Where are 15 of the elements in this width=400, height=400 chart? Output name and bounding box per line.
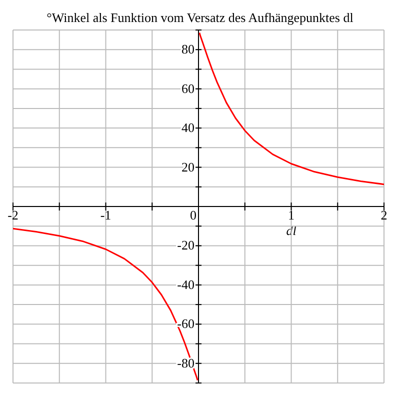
y-tick-label: -60 (177, 316, 194, 332)
y-tick-label: -20 (177, 238, 194, 253)
y-tick-label: 80 (182, 42, 194, 57)
y-tick-label: 40 (182, 120, 194, 136)
x-tick-label: 1 (288, 208, 294, 222)
y-tick-label: -40 (177, 276, 194, 292)
line-series (13, 228, 198, 382)
x-tick-label: -1 (100, 208, 112, 222)
x-tick-label: 0 (190, 208, 196, 222)
chart-title: °Winkel als Funktion vom Versatz des Aufhängepunktes dl (46, 10, 354, 26)
x-tick-label: -2 (8, 208, 18, 222)
y-tick-label: 20 (182, 159, 194, 174)
y-tick-label: 60 (182, 80, 194, 96)
x-tick-label: 2 (380, 208, 388, 222)
line-series (198, 32, 384, 186)
